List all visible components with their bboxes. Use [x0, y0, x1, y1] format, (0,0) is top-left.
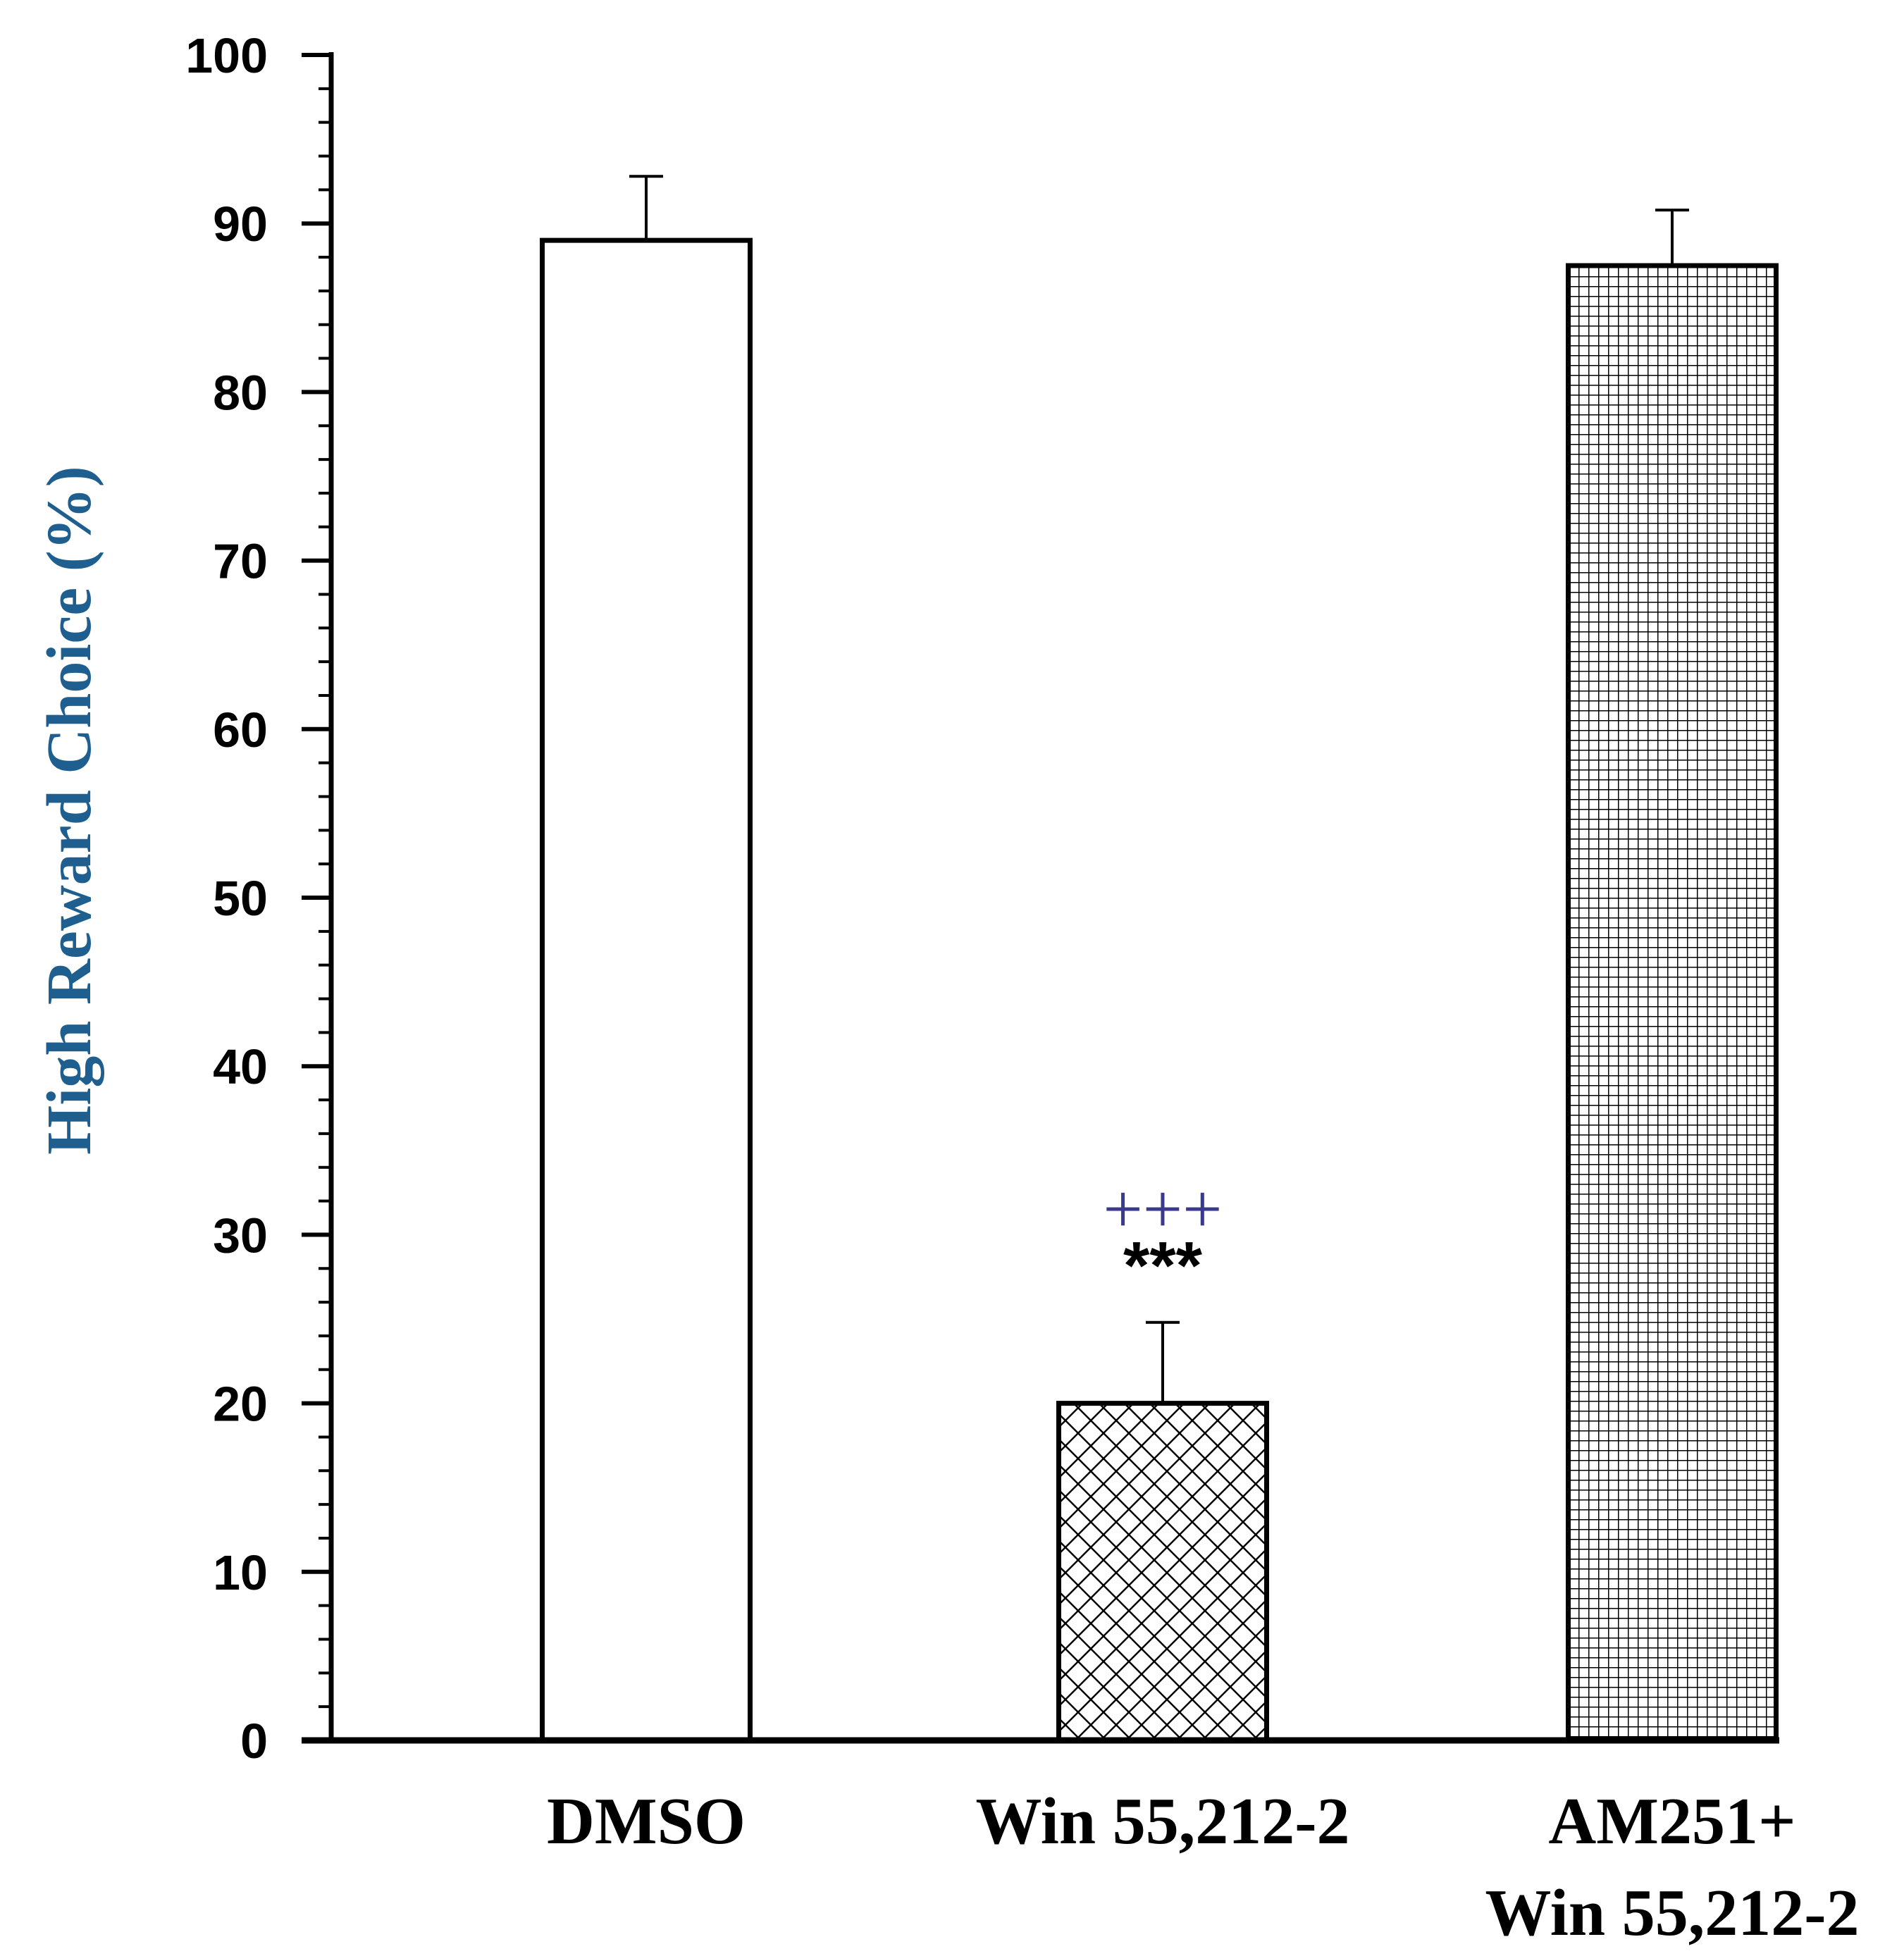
- y-tick-label: 0: [240, 1714, 268, 1769]
- category-labels: DMSO Win 55,212-2 AM251+ Win 55,212-2: [547, 1785, 1860, 1950]
- y-tick-label: 90: [213, 197, 268, 252]
- bar-2: [1566, 263, 1779, 1743]
- significance-stars: ***: [1123, 1228, 1203, 1304]
- annotations: ***+++: [1103, 1170, 1222, 1304]
- category-label-2: Win 55,212-2: [1485, 1876, 1860, 1950]
- y-tick-label: 60: [213, 702, 268, 757]
- y-axis-title: High Reward Choice (%): [35, 466, 104, 1154]
- significance-plus: +++: [1103, 1170, 1222, 1248]
- y-axis-ticks: [302, 53, 331, 1743]
- category-label-2: AM251+: [1548, 1785, 1795, 1858]
- y-tick-label: 100: [185, 28, 268, 83]
- y-tick-label: 40: [213, 1039, 268, 1094]
- y-tick-label: 70: [213, 534, 268, 589]
- y-tick-label: 20: [213, 1377, 268, 1432]
- bar-1: [1056, 1401, 1269, 1743]
- y-tick-label: 50: [213, 871, 268, 926]
- y-tick-label: 10: [213, 1545, 268, 1600]
- error-bars: [629, 175, 1689, 1404]
- bar-0: [540, 237, 753, 1743]
- y-tick-labels: 0 10 20 30 40 50 60 70 80 90 100: [185, 28, 268, 1769]
- category-label-0: DMSO: [547, 1785, 746, 1858]
- y-tick-label: 30: [213, 1208, 268, 1263]
- bars: [540, 237, 1779, 1743]
- category-label-1: Win 55,212-2: [976, 1785, 1350, 1858]
- y-tick-label: 80: [213, 365, 268, 420]
